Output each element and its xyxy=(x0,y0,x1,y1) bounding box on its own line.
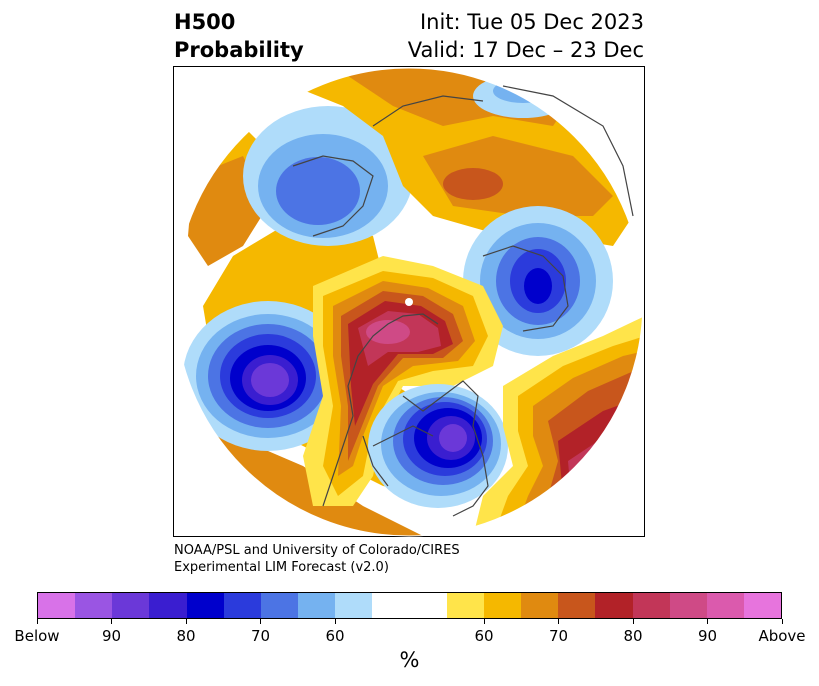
colorbar-tick xyxy=(632,619,634,624)
credit-line-2: Experimental LIM Forecast (v2.0) xyxy=(174,560,389,575)
neg-eus-90 xyxy=(439,424,467,452)
colorbar-segment xyxy=(409,593,447,618)
pos-ridge-90 xyxy=(366,320,410,344)
title-left: H500 Probability xyxy=(174,8,304,64)
colorbar-segment xyxy=(298,593,336,618)
colorbar-segment xyxy=(260,593,299,618)
neg-pacific-90 xyxy=(251,363,289,397)
colorbar xyxy=(37,592,782,619)
variable-label: H500 xyxy=(174,10,236,34)
colorbar-tick-label: Below xyxy=(14,627,60,645)
colorbar-segment xyxy=(38,593,76,618)
product-label: Probability xyxy=(174,38,304,62)
colorbar-tick xyxy=(185,619,187,624)
colorbar-tick-label: 80 xyxy=(176,627,196,645)
colorbar-tick-label: 60 xyxy=(325,627,345,645)
coastlines xyxy=(292,85,634,517)
credit-line-1: NOAA/PSL and University of Colorado/CIRE… xyxy=(174,543,460,558)
init-date: Init: Tue 05 Dec 2023 xyxy=(419,10,644,34)
colorbar-tick-label: 80 xyxy=(623,627,643,645)
colorbar-tick xyxy=(483,619,485,624)
colorbar-segment xyxy=(558,593,596,618)
neg-alaska-70 xyxy=(276,157,360,225)
colorbar-segment xyxy=(632,593,670,618)
colorbar-segment xyxy=(112,593,150,618)
colorbar-tick xyxy=(111,619,112,624)
probability-map xyxy=(173,66,645,537)
colorbar-tick xyxy=(334,619,336,624)
colorbar-segment xyxy=(595,593,633,618)
colorbar-tick xyxy=(260,619,261,624)
colorbar-segment xyxy=(521,593,559,618)
map-disk-edge xyxy=(174,67,644,537)
colorbar-tick-label: 70 xyxy=(250,627,271,645)
colorbar-tick xyxy=(707,619,708,624)
colorbar-tick-label: 70 xyxy=(548,627,569,645)
pos-siberia-75 xyxy=(443,168,503,200)
colorbar-segment xyxy=(372,593,410,618)
colorbar-segment xyxy=(223,593,261,618)
north-pole-marker xyxy=(405,298,413,306)
colorbar-segment xyxy=(186,593,224,618)
title-right: Init: Tue 05 Dec 2023 Valid: 17 Dec – 23… xyxy=(408,8,644,64)
colorbar-segment xyxy=(335,593,373,618)
valid-range: Valid: 17 Dec – 23 Dec xyxy=(407,38,644,62)
credit: NOAA/PSL and University of Colorado/CIRE… xyxy=(174,542,460,576)
probability-field xyxy=(175,68,643,536)
colorbar-tick xyxy=(36,619,38,624)
colorbar-tick-label: Above xyxy=(758,627,806,645)
colorbar-segment xyxy=(75,593,113,618)
colorbar-segment xyxy=(743,593,782,618)
colorbar-tick-label: 90 xyxy=(697,627,718,645)
colorbar-segment xyxy=(669,593,707,618)
colorbar-tick-label: 60 xyxy=(474,627,494,645)
colorbar-tick xyxy=(558,619,559,624)
colorbar-segment xyxy=(149,593,187,618)
colorbar-unit: % xyxy=(399,648,420,672)
neg-europe-80 xyxy=(524,268,552,304)
colorbar-segment xyxy=(446,593,484,618)
colorbar-segment xyxy=(706,593,744,618)
colorbar-segment xyxy=(483,593,522,618)
colorbar-tick xyxy=(781,619,783,624)
colorbar-tick-label: 90 xyxy=(101,627,122,645)
